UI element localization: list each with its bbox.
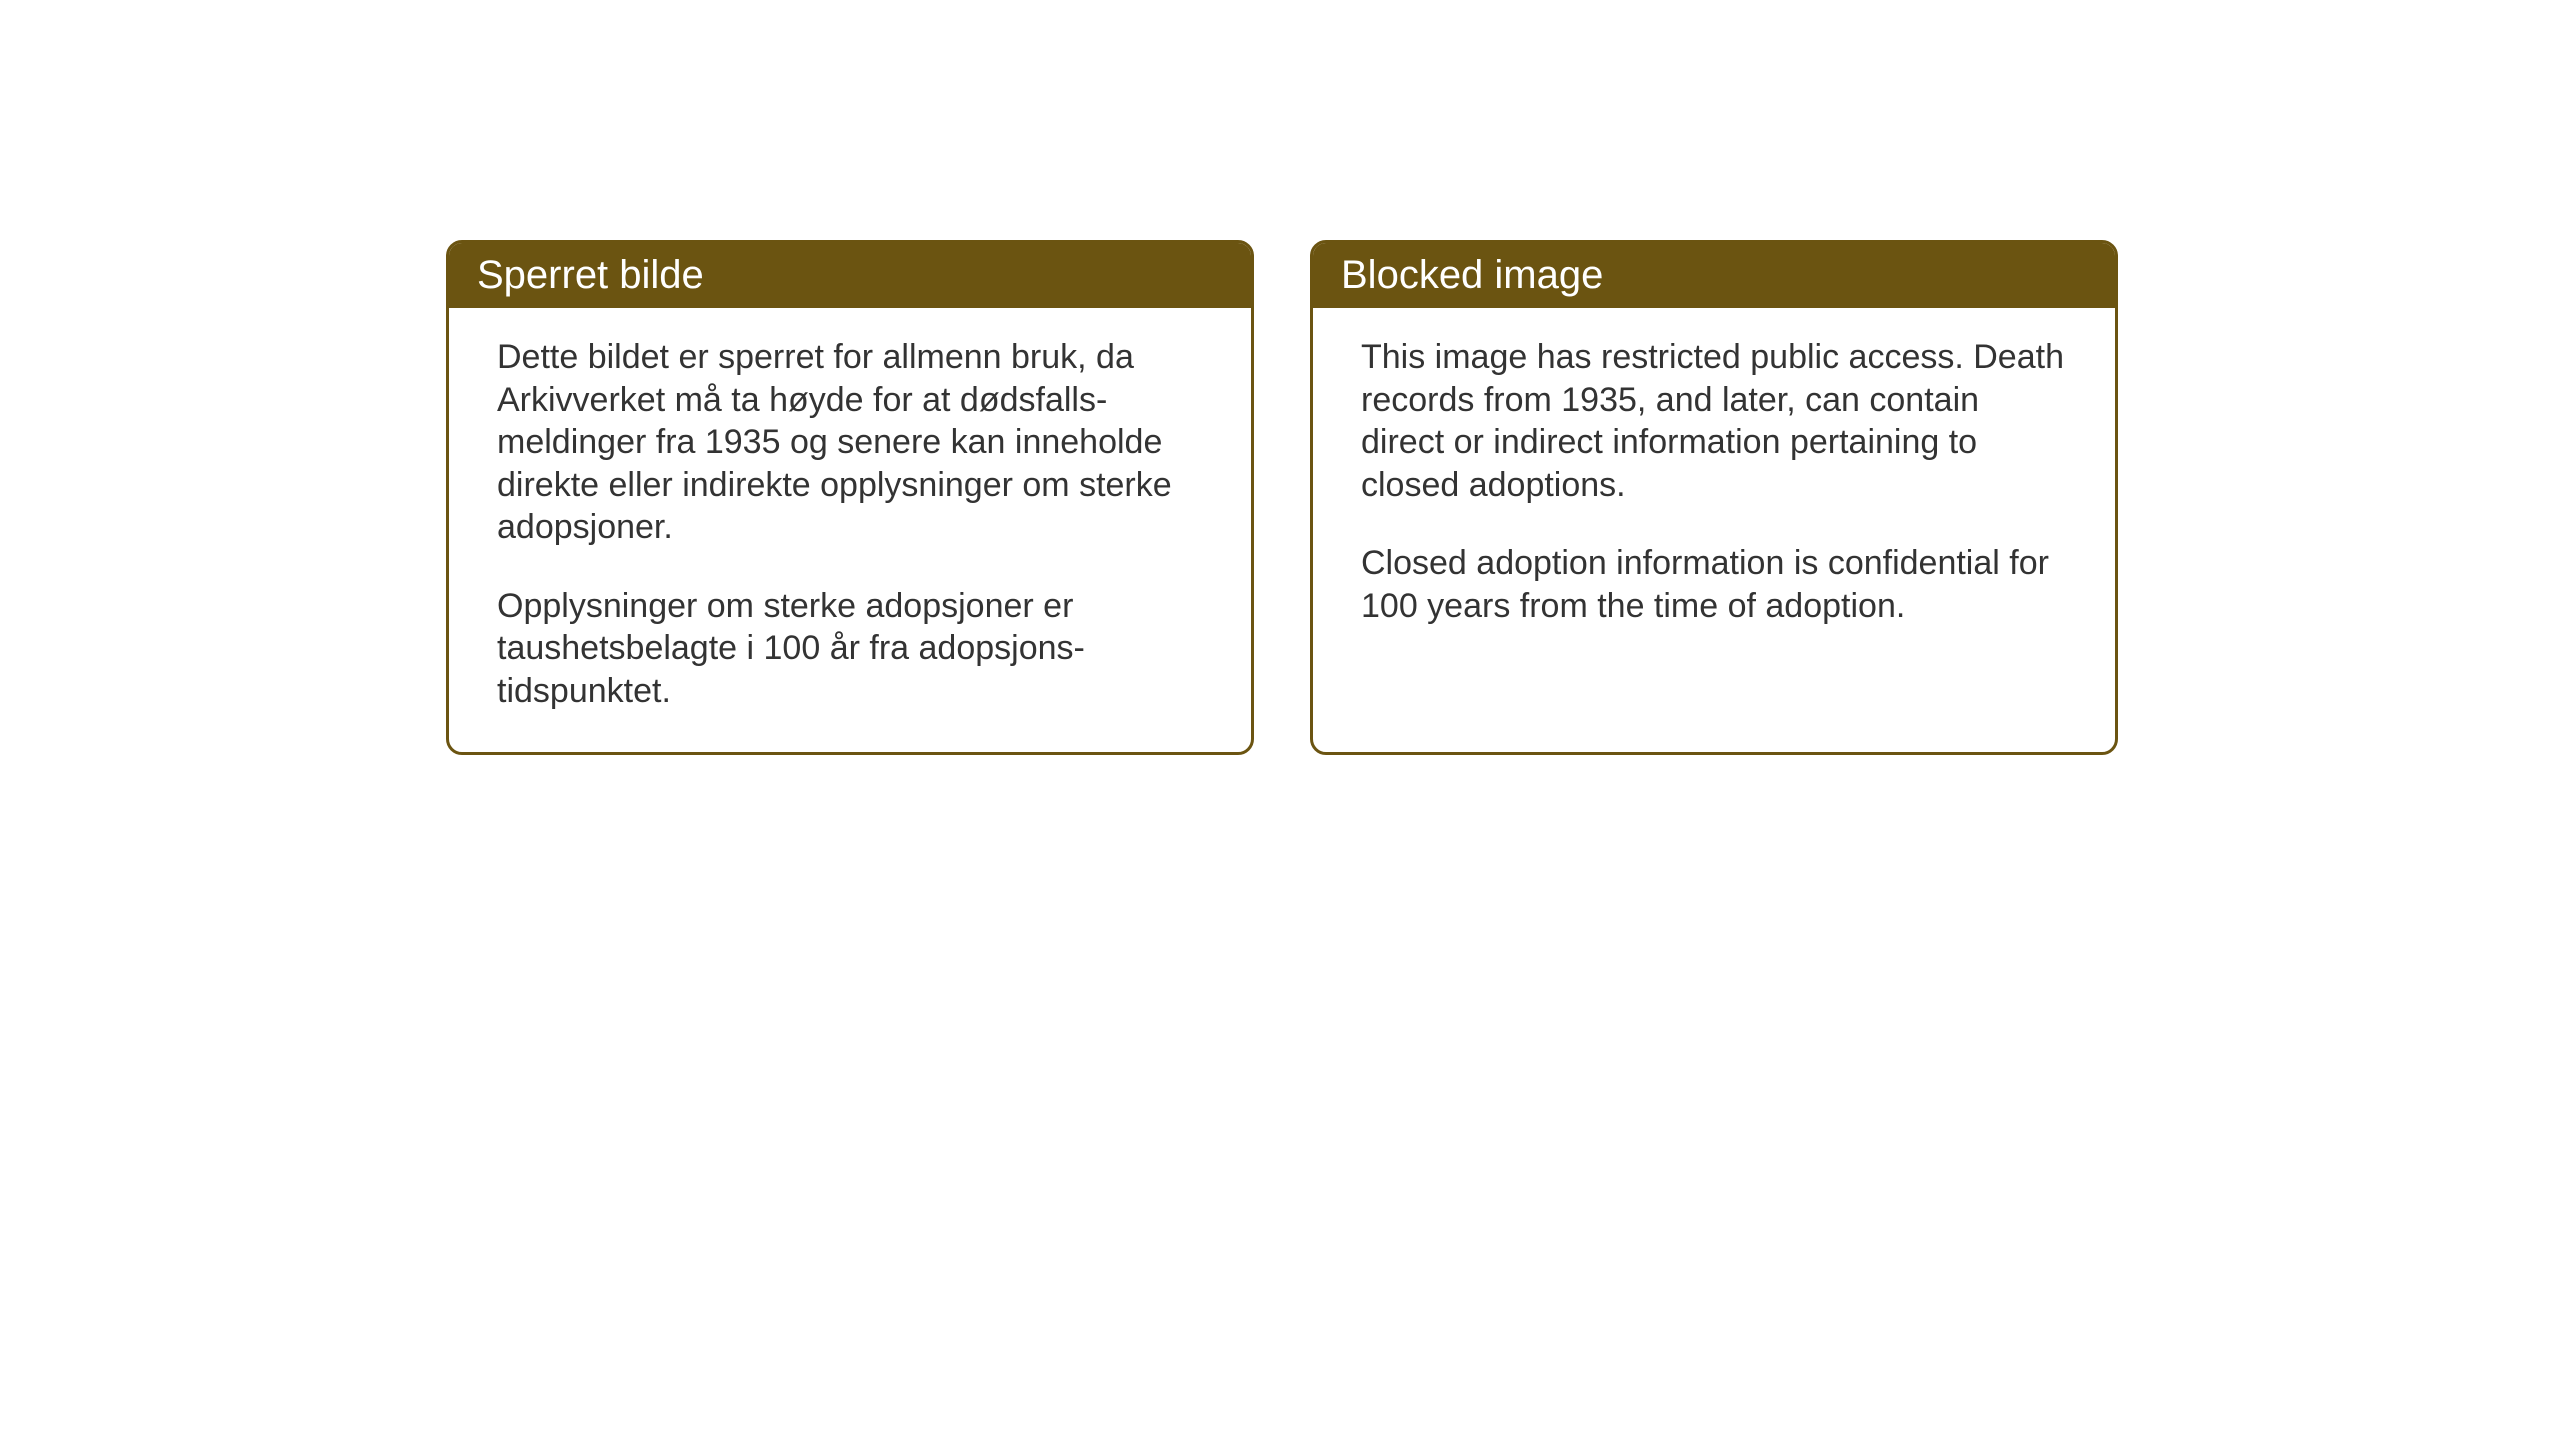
card-paragraph-1-norwegian: Dette bildet er sperret for allmenn bruk… [497, 336, 1203, 549]
card-paragraph-1-english: This image has restricted public access.… [1361, 336, 2067, 506]
card-body-norwegian: Dette bildet er sperret for allmenn bruk… [449, 308, 1251, 752]
notice-card-norwegian: Sperret bilde Dette bildet er sperret fo… [446, 240, 1254, 755]
card-title-english: Blocked image [1341, 253, 1603, 297]
notice-card-english: Blocked image This image has restricted … [1310, 240, 2118, 755]
card-body-english: This image has restricted public access.… [1313, 308, 2115, 667]
card-paragraph-2-english: Closed adoption information is confident… [1361, 542, 2067, 627]
card-header-norwegian: Sperret bilde [449, 243, 1251, 308]
card-title-norwegian: Sperret bilde [477, 253, 704, 297]
notice-cards-container: Sperret bilde Dette bildet er sperret fo… [446, 240, 2560, 755]
card-header-english: Blocked image [1313, 243, 2115, 308]
card-paragraph-2-norwegian: Opplysninger om sterke adopsjoner er tau… [497, 585, 1203, 713]
